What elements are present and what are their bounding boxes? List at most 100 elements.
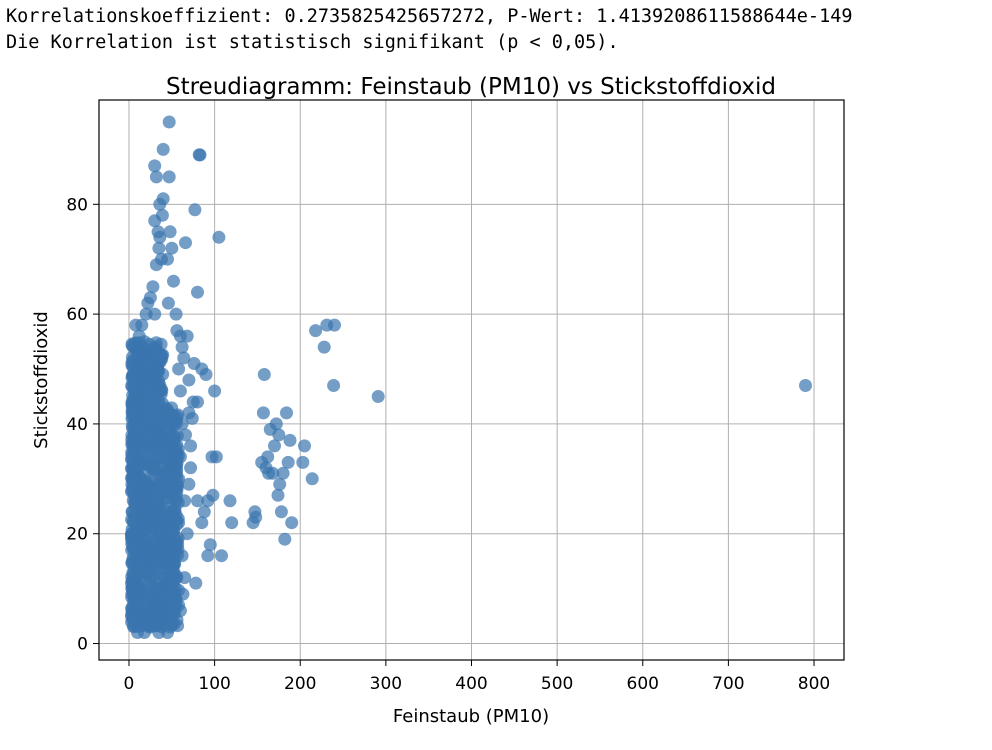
- scatter-point: [285, 516, 299, 530]
- scatter-point: [146, 280, 160, 294]
- scatter-point: [132, 427, 145, 441]
- scatter-point: [169, 307, 183, 321]
- scatter-point: [309, 324, 323, 338]
- x-tick-label: 100: [198, 674, 230, 694]
- scatter-point: [186, 395, 200, 409]
- scatter-point: [278, 532, 292, 546]
- scatter-point: [162, 519, 175, 533]
- y-tick-label: 60: [66, 305, 88, 325]
- scatter-point: [305, 472, 319, 486]
- scatter-point: [172, 362, 186, 376]
- scatter-point: [255, 455, 269, 469]
- y-tick-label: 80: [66, 195, 88, 215]
- scatter-point: [154, 488, 168, 501]
- scatter-point: [201, 549, 215, 563]
- scatter-point: [143, 362, 156, 376]
- x-tick-label: 0: [124, 674, 135, 694]
- scatter-point: [280, 406, 293, 420]
- scatter-point: [276, 466, 290, 480]
- scatter-point: [191, 494, 204, 508]
- scatter-point: [248, 505, 262, 519]
- scatter-point: [145, 463, 159, 477]
- scatter-point: [148, 573, 162, 587]
- scatter-point: [156, 447, 170, 461]
- scatter-point: [170, 571, 184, 585]
- scatter-point: [246, 516, 260, 530]
- scatter-point: [125, 505, 139, 519]
- scatter-point: [184, 439, 198, 453]
- scatter-point: [205, 450, 219, 464]
- scatter-point: [137, 512, 151, 526]
- scatter-point: [147, 415, 161, 429]
- scatter-point: [176, 587, 190, 601]
- scatter-point: [298, 439, 311, 453]
- scatter-point: [173, 450, 187, 464]
- significance-line: Die Korrelation ist statistisch signifik…: [6, 32, 619, 53]
- scatter-point: [281, 455, 295, 469]
- scatter-point: [144, 522, 158, 536]
- y-tick-label: 0: [77, 635, 88, 655]
- scatter-point: [136, 589, 150, 602]
- scatter-point: [256, 406, 270, 420]
- scatter-point: [223, 494, 237, 508]
- scatter-point: [177, 351, 191, 365]
- scatter-point: [179, 428, 192, 442]
- scatter-point: [296, 455, 310, 469]
- y-tick-label: 40: [66, 415, 88, 435]
- scatter-point: [180, 329, 194, 343]
- scatter-point: [126, 598, 140, 612]
- scatter-point: [371, 390, 385, 403]
- scatter-point: [317, 340, 331, 354]
- scatter-point: [141, 536, 155, 550]
- scatter-point: [167, 274, 180, 288]
- x-tick-label: 300: [370, 674, 402, 694]
- scatter-point: [154, 540, 167, 554]
- scatter-point: [180, 527, 194, 541]
- scatter-point: [197, 505, 211, 519]
- scatter-point: [164, 431, 178, 445]
- scatter-point: [144, 390, 158, 403]
- scatter-point: [155, 461, 169, 475]
- scatter-point: [131, 626, 144, 639]
- scatter-point: [165, 241, 179, 255]
- scatter-point: [320, 318, 334, 332]
- scatter-point: [125, 609, 138, 623]
- scatter-point: [134, 567, 148, 581]
- scatter-point: [129, 384, 143, 398]
- scatter-point: [175, 549, 189, 563]
- scatter-point: [283, 433, 297, 447]
- x-tick-label: 600: [627, 674, 659, 694]
- scatter-point: [139, 406, 153, 420]
- scatter-point: [188, 203, 202, 217]
- x-tick-label: 400: [455, 674, 487, 694]
- scatter-point: [125, 339, 139, 353]
- y-axis-label: Stickstoffdioxid: [31, 311, 52, 449]
- scatter-point: [156, 561, 170, 575]
- scatter-point: [148, 307, 162, 321]
- scatter-point: [135, 318, 149, 332]
- scatter-point: [160, 476, 174, 490]
- scatter-point: [201, 494, 215, 508]
- scatter-point: [182, 477, 196, 491]
- scatter-point: [162, 170, 176, 184]
- scatter-point: [149, 170, 163, 184]
- scatter-point: [182, 373, 196, 387]
- scatter-point: [143, 291, 157, 305]
- scatter-point: [271, 488, 285, 502]
- scatter-point: [212, 230, 226, 244]
- scatter-point: [179, 236, 192, 250]
- scatter-point: [257, 368, 271, 381]
- scatter-point: [799, 379, 812, 392]
- grid-lines: [99, 100, 844, 660]
- scatter-point: [153, 197, 167, 211]
- scatter-point: [189, 576, 203, 590]
- scatter-point: [155, 352, 169, 366]
- scatter-point: [169, 538, 183, 552]
- scatter-point: [161, 252, 174, 266]
- scatter-point: [184, 461, 198, 475]
- scatter-point: [273, 477, 287, 491]
- scatter-point: [178, 494, 192, 508]
- x-tick-label: 200: [284, 674, 316, 694]
- scatter-point: [148, 214, 162, 228]
- scatter-point: [195, 516, 209, 530]
